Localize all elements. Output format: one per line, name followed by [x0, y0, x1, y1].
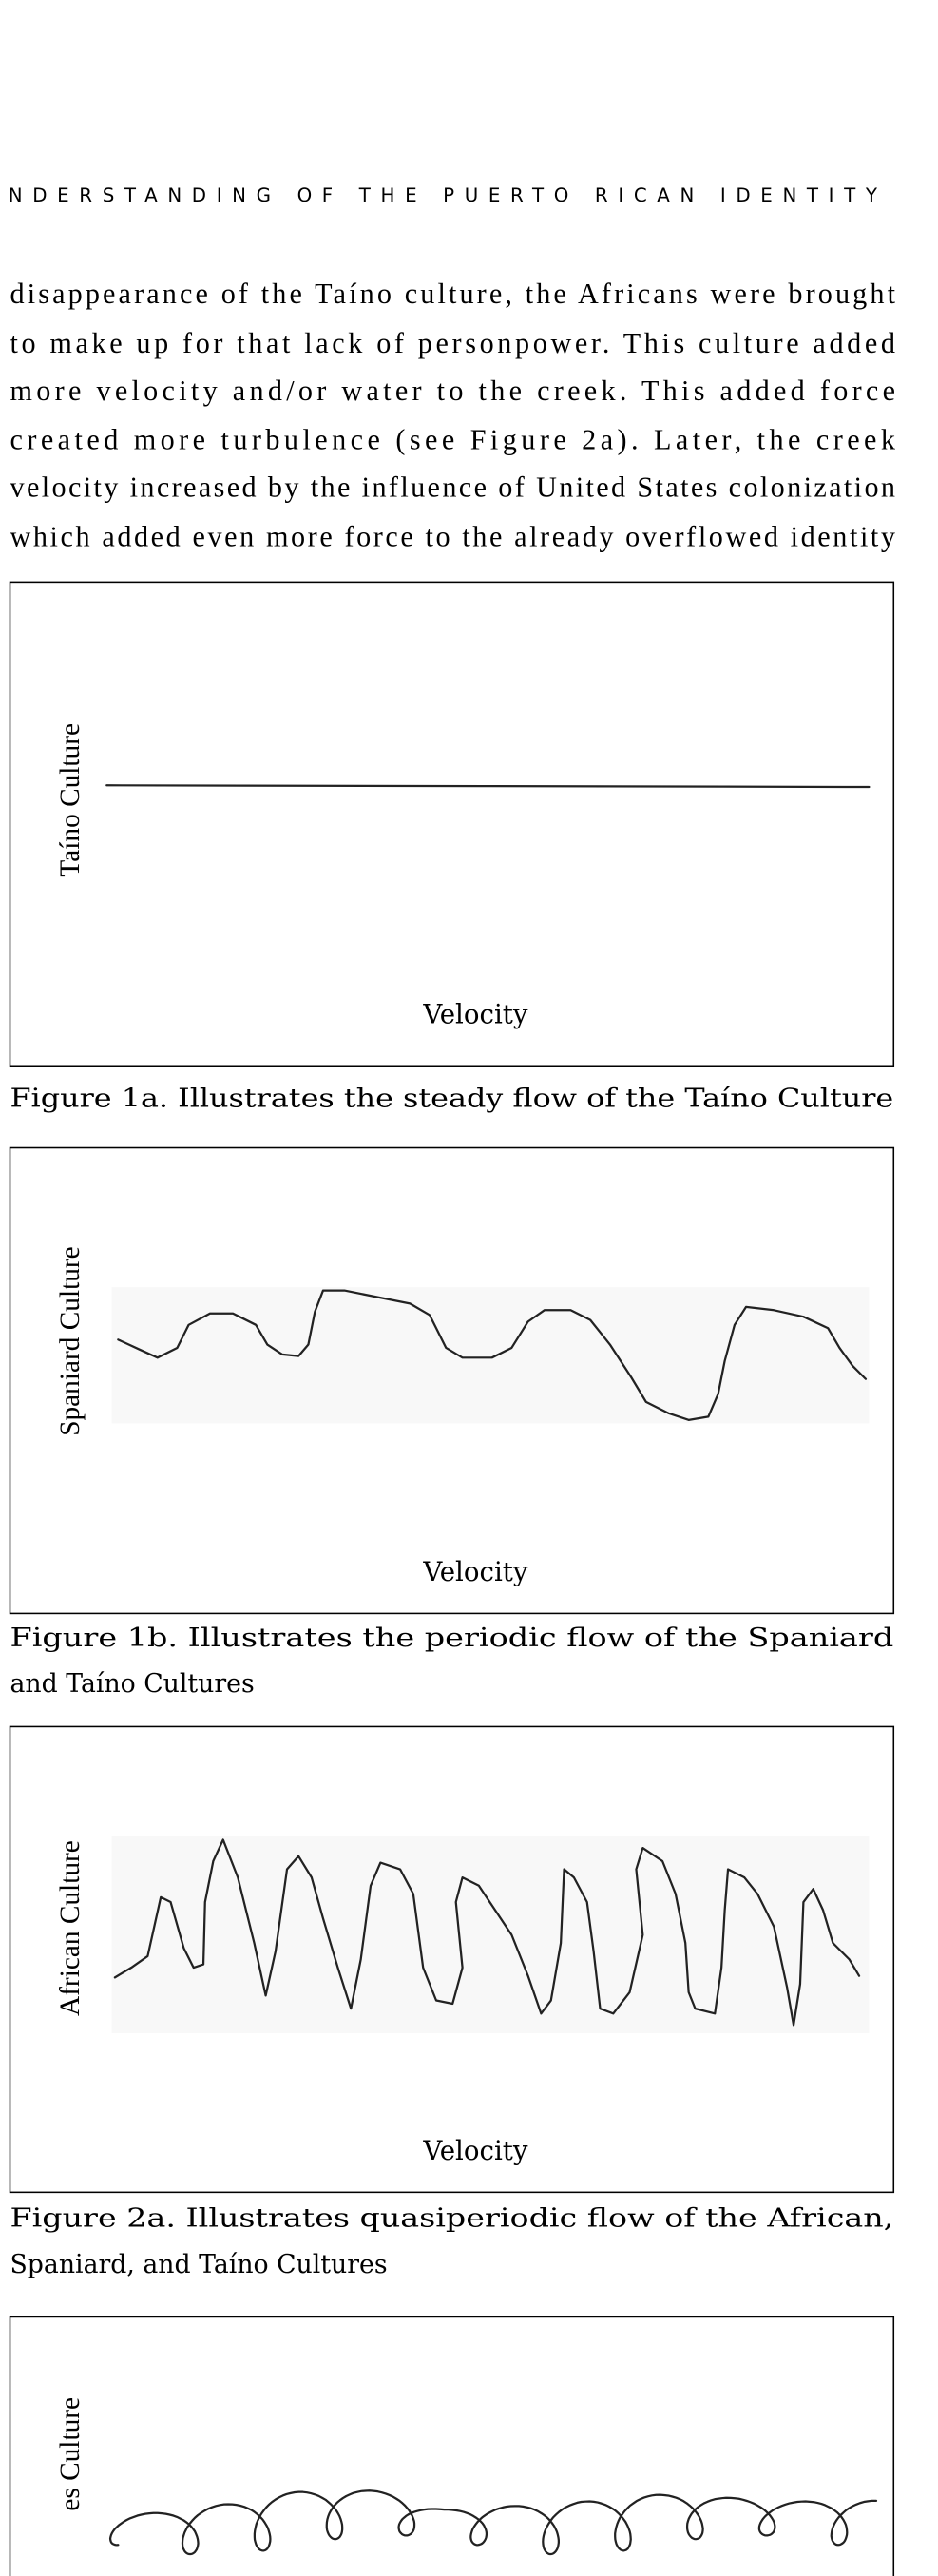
running-title: NDERSTANDING OF THE PUERTO RICAN IDENTIT…	[9, 184, 878, 206]
body-line: more velocity and/or water to the creek.…	[10, 375, 895, 407]
flow-curve	[113, 1838, 861, 2027]
figure-frame	[9, 1725, 895, 2194]
caption: Spaniard, and Taíno Cultures	[10, 2250, 387, 2279]
caption: and Taíno Cultures	[10, 1669, 254, 1699]
flow-curve	[108, 2489, 878, 2556]
body-line: velocity increased by the influence of U…	[10, 471, 895, 504]
body-text: disappearance of the Taíno culture, the …	[10, 278, 895, 552]
body-line: disappearance of the Taíno culture, the …	[10, 278, 895, 310]
flow-line	[105, 784, 871, 789]
body-line: which added even more force to the alrea…	[10, 520, 895, 552]
figure-frame	[9, 2316, 895, 2576]
y-axis-label: Taíno Culture	[55, 723, 86, 877]
figure-frame	[9, 1146, 895, 1615]
caption: Figure 1b. Illustrates the periodic flow…	[10, 1624, 893, 1653]
x-axis-label: Velocity	[422, 2135, 528, 2166]
x-axis-label: Velocity	[422, 1556, 528, 1587]
plot-band	[111, 1287, 870, 1424]
caption: Figure 1a. Illustrates the steady flow o…	[10, 1084, 893, 1113]
flow-curve	[117, 1289, 868, 1421]
caption: Figure 2a. Illustrates quasiperiodic flo…	[10, 2204, 893, 2234]
figure-frame	[9, 581, 895, 1067]
y-axis-label: es Culture	[55, 2397, 86, 2511]
body-line: to make up for that lack of personpower.…	[10, 327, 895, 359]
plot-band	[111, 1836, 870, 2034]
body-line: created more turbulence (see Figure 2a).…	[10, 424, 895, 456]
y-axis-label: Spaniard Culture	[55, 1246, 86, 1435]
y-axis-label: African Culture	[55, 1840, 86, 2016]
x-axis-label: Velocity	[422, 998, 528, 1029]
